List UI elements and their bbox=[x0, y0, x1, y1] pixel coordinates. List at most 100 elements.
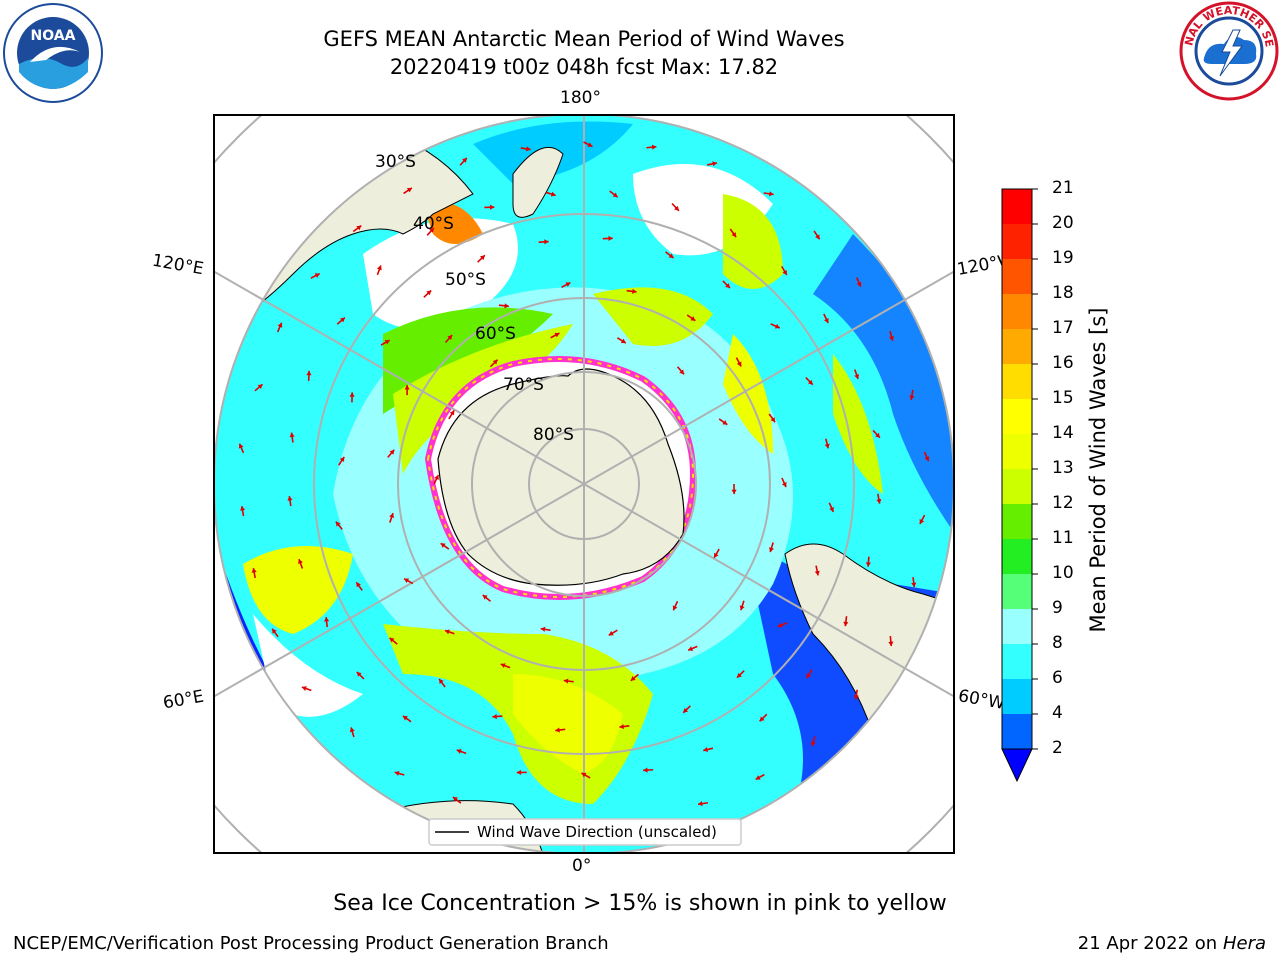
wind-arrow-head bbox=[449, 410, 455, 416]
wind-arrow-head bbox=[492, 713, 497, 720]
wind-arrow-head bbox=[587, 142, 593, 147]
wind-arrow-head bbox=[389, 449, 395, 455]
wind-arrow-head bbox=[492, 359, 498, 365]
wind-arrow-head bbox=[339, 317, 345, 323]
colorbar-cell bbox=[1002, 329, 1032, 364]
wind-arrow-head bbox=[824, 443, 830, 449]
colorbar-cell bbox=[1002, 224, 1032, 259]
wind-arrow-head bbox=[630, 676, 636, 681]
wind-arrow-head bbox=[612, 192, 618, 198]
colorbar-tick-label: 10 bbox=[1052, 563, 1074, 583]
colorbar-tick-label: 16 bbox=[1052, 353, 1074, 373]
wind-arrow-head bbox=[814, 570, 820, 576]
wind-arrow-head bbox=[769, 547, 774, 553]
wind-arrow-head bbox=[339, 456, 345, 462]
colorbar-tick-label: 19 bbox=[1052, 248, 1074, 268]
wind-arrow-head bbox=[924, 456, 930, 462]
wind-arrow-head bbox=[865, 562, 871, 567]
colorbar-tick-label: 21 bbox=[1052, 178, 1074, 198]
wind-arrow-head bbox=[876, 498, 882, 504]
wind-arrow-head bbox=[356, 225, 362, 231]
wind-arrow-head bbox=[722, 420, 728, 425]
wind-arrow-head bbox=[389, 637, 395, 643]
wind-arrow-head bbox=[462, 157, 467, 163]
wind-arrow-head bbox=[770, 417, 776, 423]
chart-subtitle: 20220419 t00z 048h fcst Max: 17.82 bbox=[389, 55, 779, 79]
colorbar-tick-label: 11 bbox=[1052, 528, 1074, 548]
wind-arrow-head bbox=[335, 521, 341, 527]
new-zealand bbox=[512, 146, 564, 218]
wind-arrows bbox=[238, 141, 930, 807]
wind-arrow-head bbox=[853, 695, 859, 700]
wind-arrow-head bbox=[257, 384, 263, 390]
wind-arrow-head bbox=[525, 146, 531, 152]
wind-arrow-head bbox=[402, 715, 408, 721]
wind-arrow-head bbox=[739, 605, 745, 611]
wind-arrow-head bbox=[737, 672, 742, 678]
wind-arrow-head bbox=[504, 303, 509, 309]
wind-arrow-head bbox=[824, 318, 829, 323]
wind-arrow-head bbox=[690, 316, 696, 321]
wind-arrow-head bbox=[774, 323, 780, 329]
wind-arrow-head bbox=[240, 506, 246, 511]
wind-arrow-head bbox=[712, 161, 717, 167]
wind-arrow-head bbox=[619, 723, 625, 730]
wind-arrow-head bbox=[356, 671, 362, 677]
wind-arrow-head bbox=[919, 518, 925, 524]
colorbar-under-triangle bbox=[1001, 748, 1033, 783]
colorbar bbox=[1001, 188, 1038, 783]
wind-arrow-head bbox=[251, 568, 257, 573]
colorbar-cell bbox=[1002, 644, 1032, 679]
colorbar-label: Mean Period of Wind Waves [s] bbox=[1086, 307, 1110, 633]
noaa-logo-text: NOAA bbox=[31, 28, 76, 44]
wind-arrow-head bbox=[444, 629, 450, 635]
lat-label-30s: 30°S bbox=[375, 152, 416, 172]
wind-arrow-head bbox=[376, 265, 382, 271]
wind-arrow-head bbox=[406, 187, 412, 193]
wind-arrow-head bbox=[781, 482, 787, 488]
wind-arrow-head bbox=[426, 290, 432, 296]
lat-label-40s: 40°S bbox=[413, 214, 454, 234]
colorbar-tick-label: 17 bbox=[1052, 318, 1074, 338]
wind-arrow-head bbox=[672, 605, 678, 611]
graticule bbox=[213, 114, 955, 854]
colorbar-tick-label: 18 bbox=[1052, 283, 1074, 303]
legend-label: Wind Wave Direction (unscaled) bbox=[477, 823, 717, 841]
wind-arrow-head bbox=[679, 369, 685, 375]
wind-arrow-head bbox=[565, 282, 571, 287]
lat-label-50s: 50°S bbox=[445, 270, 486, 290]
wind-arrow-head bbox=[815, 234, 820, 240]
lat-label-80s: 80°S bbox=[533, 425, 574, 445]
wind-arrow-head bbox=[456, 749, 462, 754]
wind-arrow-head bbox=[404, 578, 410, 584]
wind-arrow-head bbox=[755, 775, 761, 780]
lat-label-70s: 70°S bbox=[503, 375, 544, 395]
colorbar-cell bbox=[1002, 574, 1032, 609]
colorbar-tick-label: 6 bbox=[1052, 668, 1063, 688]
wind-arrow-head bbox=[394, 770, 400, 776]
wind-arrow-head bbox=[909, 395, 915, 400]
wind-arrow-head bbox=[854, 374, 860, 379]
colorbar-cell bbox=[1002, 679, 1032, 714]
wind-arrow-head bbox=[703, 747, 709, 753]
noaa-logo: NOAA bbox=[3, 3, 103, 103]
lon-label-180: 180° bbox=[560, 88, 601, 108]
wind-arrow-head bbox=[289, 432, 295, 438]
wind-arrow-head bbox=[856, 281, 862, 287]
colorbar-cell bbox=[1002, 504, 1032, 539]
colorbar-cell bbox=[1002, 399, 1032, 434]
wind-arrow-head bbox=[777, 622, 783, 628]
wind-arrow-head bbox=[287, 496, 293, 501]
wind-arrow-head bbox=[389, 513, 395, 518]
antarctica bbox=[437, 368, 685, 586]
wind-arrow-head bbox=[482, 594, 488, 600]
colorbar-tick-label: 13 bbox=[1052, 458, 1074, 478]
colorbar-tick-label: 12 bbox=[1052, 493, 1074, 513]
wind-arrow-head bbox=[759, 716, 765, 722]
wind-arrow-head bbox=[731, 232, 737, 238]
colorbar-tick-label: 14 bbox=[1052, 423, 1074, 443]
wind-arrow-head bbox=[489, 204, 495, 210]
wind-arrow-head bbox=[404, 385, 410, 390]
wind-arrow-head bbox=[272, 628, 277, 634]
wind-arrow-head bbox=[810, 741, 816, 747]
